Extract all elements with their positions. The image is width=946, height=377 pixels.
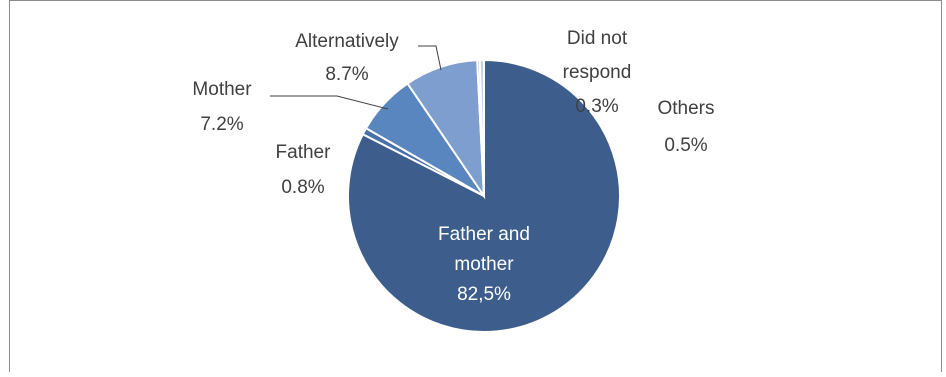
- slice-value-father: 0.8%: [281, 177, 324, 198]
- slice-label-others: Others: [657, 98, 714, 119]
- leader-line-alternatively: [418, 45, 442, 71]
- pie-slices: [347, 58, 621, 333]
- slice-value-did-not-respond: 0.3%: [575, 96, 618, 117]
- chart-frame: [9, 0, 942, 372]
- slice-label-did-not-respond-line2: respond: [563, 62, 632, 83]
- slice-value-father-mother: 82,5%: [457, 284, 511, 305]
- slice-label-father: Father: [276, 142, 332, 163]
- pie-slice-others: [478, 58, 485, 197]
- slice-label-father-mother-line1: Father and: [438, 224, 530, 245]
- slice-label-alternatively: Alternatively: [295, 31, 399, 52]
- slice-label-father-mother-line2: mother: [454, 254, 514, 275]
- slice-label-mother: Mother: [192, 79, 252, 100]
- slice-value-alternatively: 8.7%: [325, 64, 368, 85]
- slice-value-others: 0.5%: [664, 135, 707, 156]
- leader-line-mother: [270, 95, 389, 110]
- slice-label-did-not-respond-line1: Did not: [567, 28, 628, 49]
- slice-value-mother: 7.2%: [200, 114, 243, 135]
